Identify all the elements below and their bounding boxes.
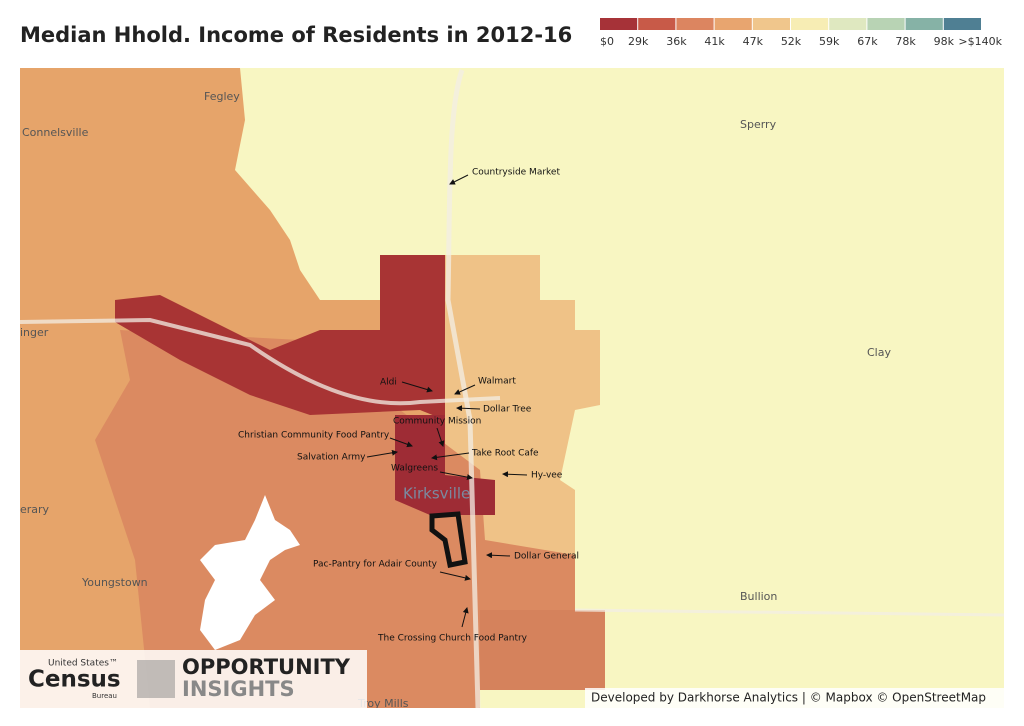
legend-swatch [600,18,638,30]
place-label: inger [20,326,49,339]
legend-swatch [752,18,790,30]
legend-swatch [905,18,943,30]
place-label: Fegley [204,90,240,103]
legend-swatch [867,18,905,30]
legend-swatch [638,18,676,30]
poi-label: Dollar General [514,552,579,562]
poi-label: Pac-Pantry for Adair County [313,560,438,570]
poi-label: Aldi [380,378,397,388]
legend-label: 29k [628,35,649,48]
map: Fegley Connelsville Sperry Clay Bullion … [20,68,1004,710]
place-label: Connelsville [22,126,89,139]
legend: $0 29k 36k 41k 47k 52k 59k 67k 78k 98k >$140k [600,18,1003,48]
legend-label: $0 [600,35,614,48]
place-label: erary [20,503,50,516]
poi-label: Take Root Cafe [471,449,539,459]
oi-logo: INSIGHTS [182,677,295,701]
poi-label: Salvation Army [297,453,366,463]
poi-label: Walgreens [391,464,438,474]
place-label: Sperry [740,118,777,131]
legend-swatch [714,18,752,30]
legend-label: 59k [819,35,840,48]
place-label: Kirksville [403,485,470,503]
poi-label: The Crossing Church Food Pantry [377,634,528,644]
legend-swatch [791,18,829,30]
poi-label: Hy-vee [531,471,563,481]
legend-label: 47k [743,35,764,48]
census-logo: Bureau [92,692,117,700]
place-label: Clay [867,346,891,359]
legend-label: 98k [934,35,955,48]
place-label: Troy Mills [357,697,409,710]
legend-label: 52k [781,35,802,48]
poi-label: Community Mission [393,417,481,427]
legend-swatch [829,18,867,30]
census-logo: United States™ [48,659,118,669]
oi-logo: OPPORTUNITY [182,655,351,679]
title: Median Hhold. Income of Residents in 201… [20,23,572,47]
legend-label: 41k [704,35,725,48]
poi-label: Christian Community Food Pantry [238,431,390,441]
legend-label: 78k [895,35,916,48]
attribution: Developed by Darkhorse Analytics | © Map… [591,691,986,705]
poi-label: Walmart [478,377,516,387]
legend-swatch [676,18,714,30]
legend-label: >$140k [958,35,1002,48]
legend-label: 36k [666,35,687,48]
legend-swatch [943,18,981,30]
census-logo: Census [28,667,121,693]
place-label: Youngstown [81,576,148,589]
place-label: Bullion [740,590,777,603]
poi-label: Countryside Market [472,168,560,178]
poi-label: Dollar Tree [483,405,532,415]
legend-label: 67k [857,35,878,48]
